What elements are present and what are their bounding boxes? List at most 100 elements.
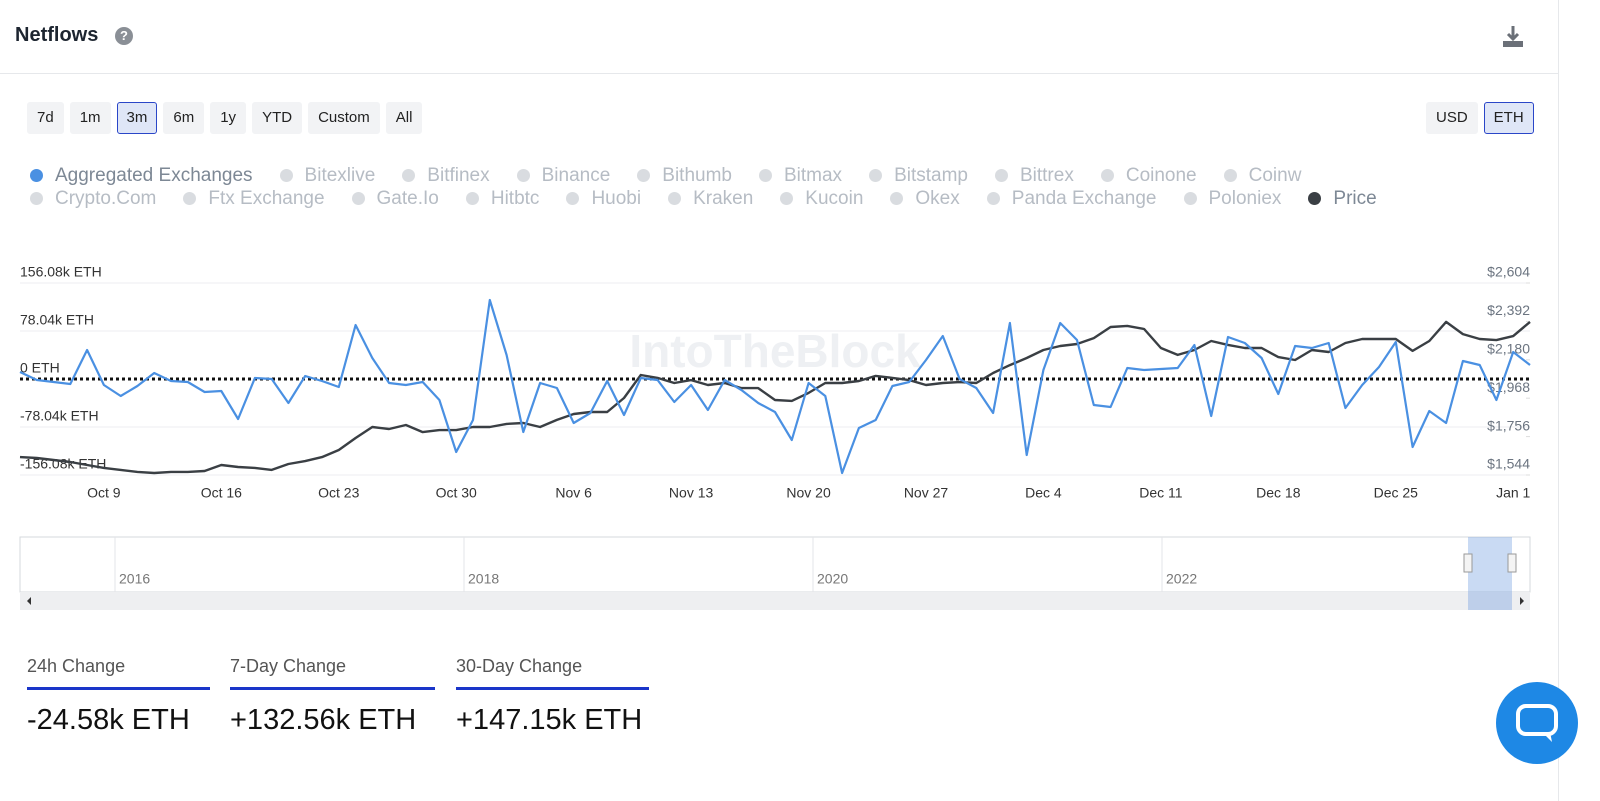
legend-label: Bitfinex (427, 165, 490, 186)
legend-item[interactable]: Kraken (668, 187, 753, 210)
legend-marker (1100, 169, 1114, 182)
x-tick-label: Oct 23 (318, 485, 359, 501)
legend-item[interactable]: Binance (516, 164, 610, 187)
download-icon[interactable] (1500, 24, 1526, 50)
legend-label: Panda Exchange (1011, 188, 1157, 209)
y2-tick-label: $2,180 (1487, 341, 1530, 357)
range-button[interactable]: All (385, 102, 423, 134)
y2-tick-label: $1,756 (1487, 417, 1530, 433)
navigator-label: 2022 (1166, 571, 1197, 587)
stat-label: 7-Day Change (230, 656, 435, 690)
legend-marker (780, 192, 794, 205)
legend-marker (465, 192, 479, 205)
legend-item[interactable]: Gate.Io (351, 187, 439, 210)
help-icon[interactable]: ? (115, 27, 133, 45)
navigator-label: 2020 (817, 571, 848, 587)
legend-marker (516, 169, 530, 182)
legend-item[interactable]: Crypto.Com (30, 187, 156, 210)
x-tick-label: Dec 25 (1374, 485, 1419, 501)
legend-item[interactable]: Coinw (1223, 164, 1301, 187)
legend-marker (758, 169, 772, 182)
legend-marker (890, 192, 904, 205)
x-tick-label: Dec 11 (1139, 485, 1183, 501)
x-tick-label: Nov 27 (904, 485, 949, 501)
legend-marker (351, 192, 365, 205)
y2-tick-label: $2,392 (1487, 302, 1530, 318)
legend-label: Poloniex (1208, 188, 1282, 209)
legend-item[interactable]: Hitbtc (465, 187, 539, 210)
legend-marker (30, 169, 43, 182)
legend-item[interactable]: Panda Exchange (986, 187, 1157, 210)
navigator-handle (1463, 553, 1473, 573)
range-button[interactable]: 1m (69, 102, 111, 134)
legend-label: Kraken (693, 188, 754, 209)
chat-button[interactable] (1496, 682, 1578, 764)
legend-item[interactable]: Aggregated Exchanges (30, 164, 253, 187)
legend-item[interactable]: Kucoin (780, 187, 863, 210)
scroll-arrow (1520, 597, 1524, 605)
series-line (19, 298, 1531, 475)
legend-item[interactable]: Poloniex (1183, 187, 1282, 210)
legend-label: Bitexlive (304, 165, 376, 186)
x-tick-label: Nov 6 (555, 485, 592, 501)
legend-item[interactable]: Bitexlive (279, 164, 376, 187)
navigator-frame (19, 536, 1531, 593)
legend-label: Coinone (1125, 165, 1197, 186)
chat-icon (1516, 704, 1558, 742)
y-tick-label: -78.04k ETH (20, 408, 99, 424)
legend-label: Gate.Io (376, 188, 439, 209)
navigator-selection (1468, 537, 1512, 610)
y2-tick-label: $1,544 (1487, 456, 1530, 472)
stat: 24h Change -24.58k ETH (27, 656, 210, 737)
y-tick-label: 0 ETH (20, 360, 60, 376)
legend-label: Okex (915, 188, 960, 209)
range-button[interactable]: 7d (27, 102, 64, 134)
range-buttons: 7d 1m 3m 6m 1y YTD Custom All (27, 102, 423, 134)
legend-item[interactable]: Bittrex (994, 164, 1074, 187)
x-tick-label: Dec 18 (1256, 485, 1301, 501)
navigator-label: 2018 (468, 571, 499, 587)
stat-value: +132.56k ETH (230, 704, 417, 736)
legend-label: Crypto.Com (55, 188, 157, 209)
legend-marker (869, 169, 883, 182)
legend-item[interactable]: Huobi (566, 187, 641, 210)
x-tick-label: Oct 9 (87, 485, 121, 501)
legend-label: Ftx Exchange (208, 188, 325, 209)
legend-item[interactable]: Bitstamp (869, 164, 968, 187)
series-line (19, 320, 1531, 475)
legend-item[interactable]: Bitmax (758, 164, 843, 187)
page-title: Netflows (15, 24, 99, 46)
legend-marker (986, 192, 1000, 205)
legend-item[interactable]: Okex (890, 187, 960, 210)
stat-value: -24.58k ETH (27, 704, 190, 736)
legend-item[interactable]: Price (1308, 187, 1377, 210)
legend-item[interactable]: Ftx Exchange (183, 187, 325, 210)
legend-marker (637, 169, 651, 182)
y-tick-label: 78.04k ETH (20, 312, 94, 328)
legend-marker (183, 192, 197, 205)
legend-item[interactable]: Coinone (1100, 164, 1197, 187)
watermark: IntoTheBlock (629, 325, 921, 377)
range-button[interactable]: 3m (116, 102, 158, 134)
legend-marker (994, 169, 1008, 182)
stat: 30-Day Change +147.15k ETH (456, 656, 649, 737)
y-tick-label: 156.08k ETH (20, 264, 102, 280)
legend-marker (1223, 169, 1237, 182)
legend-item[interactable]: Bitfinex (402, 164, 490, 187)
legend-marker (279, 169, 293, 182)
legend-marker (668, 192, 682, 205)
legend-label: Bitmax (783, 165, 843, 186)
legend-item[interactable]: Bithumb (637, 164, 732, 187)
x-tick-label: Nov 13 (669, 485, 714, 501)
range-button[interactable]: 1y (210, 102, 247, 134)
range-button[interactable]: Custom (308, 102, 380, 134)
legend-marker (30, 192, 43, 205)
legend-marker (566, 192, 580, 205)
legend-marker (1183, 192, 1197, 205)
currency-button[interactable]: ETH (1483, 102, 1534, 134)
legend-label: Kucoin (805, 188, 864, 209)
currency-button[interactable]: USD (1426, 102, 1478, 134)
divider (1558, 0, 1559, 801)
range-button[interactable]: YTD (252, 102, 303, 134)
range-button[interactable]: 6m (163, 102, 205, 134)
